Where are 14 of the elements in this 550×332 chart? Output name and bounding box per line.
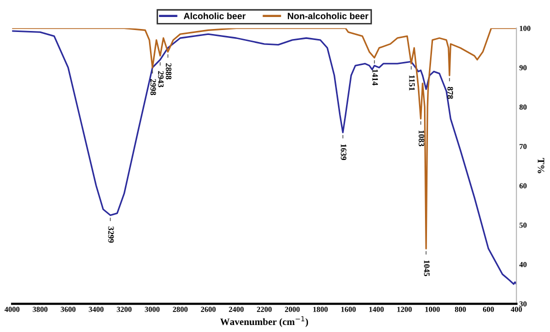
y-axis-title: T% xyxy=(538,158,544,174)
annotation: 1151 xyxy=(409,75,415,91)
x-axis-title: Wavenumber (cm$^{−1}$) xyxy=(220,316,308,328)
legend-label: Non-alcoholic beer xyxy=(288,12,368,20)
annotation: 1045 xyxy=(424,260,430,276)
annotation: 2943 xyxy=(158,71,164,88)
legend-label: Alcoholic beer xyxy=(184,12,246,20)
annotation: 2998 xyxy=(150,79,156,96)
annotation: 2888 xyxy=(166,63,172,80)
annotation: 1639 xyxy=(340,144,346,160)
annotation: 1414 xyxy=(372,70,378,86)
annotation: 1083 xyxy=(418,130,424,146)
annotation: 878 xyxy=(447,86,454,99)
annotation: 3299 xyxy=(108,226,114,243)
